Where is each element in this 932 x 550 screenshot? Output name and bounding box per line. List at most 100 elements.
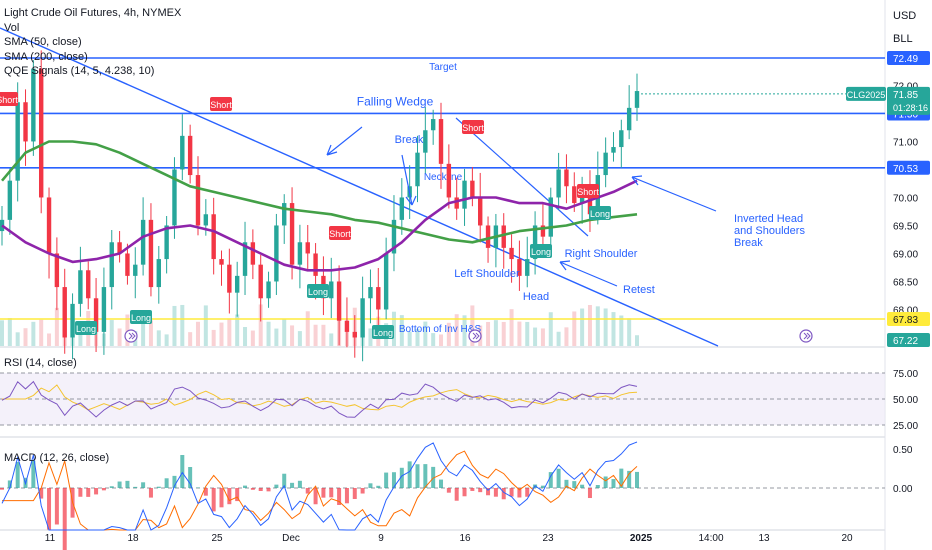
volume-bar: [250, 330, 255, 346]
legend-sma200: SMA (200, close): [4, 50, 88, 63]
qqe-signal-tag: [329, 226, 351, 240]
macd-histogram-bar: [172, 475, 177, 488]
candle-body: [626, 107, 632, 131]
macd-histogram-bar: [603, 476, 608, 488]
candle-body: [391, 219, 397, 254]
symbol-badge-label: CLG2025: [847, 90, 886, 100]
candle-body: [242, 242, 248, 276]
sma50-line: [1, 140, 638, 244]
volume-bar: [595, 306, 600, 346]
price-badge: [887, 312, 930, 326]
qqe-signal-label: Short: [462, 123, 484, 133]
macd-label: MACD (12, 26, close): [4, 452, 110, 464]
macd-histogram-bar: [305, 488, 310, 494]
candle-body: [219, 259, 224, 265]
qqe-signal-tag: [530, 244, 552, 258]
level-label-bottom: Bottom of Inv H&S: [399, 324, 482, 335]
macd-tick: 0.50: [893, 445, 913, 456]
qqe-signal-tag: [0, 92, 18, 106]
volume-bar: [415, 328, 420, 346]
candle-body: [556, 169, 561, 198]
candle-body: [78, 270, 83, 304]
macd-histogram-bar: [117, 481, 122, 488]
candle-body: [446, 163, 452, 198]
wedge-lower-trendline: [455, 117, 589, 237]
symbol-badge: [846, 86, 886, 101]
chart-title: Light Crude Oil Futures, 4h, NYMEX: [4, 7, 182, 19]
macd-histogram-bar: [635, 471, 639, 488]
candle-body: [572, 186, 577, 204]
macd-histogram-bar: [188, 467, 193, 488]
candle-body: [383, 253, 389, 310]
volume-bar: [297, 331, 302, 346]
qqe-signal-label: Short: [329, 229, 351, 239]
candle-body: [305, 242, 310, 254]
candle-body: [156, 259, 161, 288]
qqe-signal-label: Long: [131, 313, 151, 323]
macd-histogram-bar: [501, 488, 506, 500]
candle-body: [62, 287, 67, 338]
volume-bar: [211, 329, 216, 346]
macd-histogram-bar: [352, 488, 357, 499]
volume-bar: [587, 305, 592, 346]
qqe-signal-tag: [462, 120, 484, 134]
candle-body: [234, 275, 240, 293]
current-price-label: 71.85: [893, 90, 918, 101]
candle-body: [564, 169, 569, 187]
volume-bar: [627, 318, 632, 346]
candle-body: [548, 197, 553, 237]
volume-bar: [329, 333, 334, 346]
volume-bar: [611, 312, 616, 346]
annotation: Head: [523, 291, 549, 303]
volume-bar: [148, 320, 153, 346]
macd-histogram-bar: [164, 478, 169, 488]
volume-bar: [572, 311, 577, 346]
volume-bar: [462, 315, 467, 346]
price-badge-label: 67.22: [893, 336, 918, 347]
level-label-wedge: Falling Wedge: [357, 94, 434, 108]
arrow-break-icon: [401, 154, 417, 206]
price-tick: 68.00: [893, 305, 918, 316]
volume-bar: [540, 328, 545, 346]
qqe-signal-tag: [210, 97, 232, 111]
macd-histogram-bar: [180, 455, 185, 488]
candle-body: [289, 203, 295, 265]
time-tick: 11: [45, 533, 56, 544]
candle-body: [203, 214, 209, 226]
candle-body: [438, 119, 444, 164]
time-tick: 16: [459, 533, 471, 544]
candle-body: [470, 180, 475, 198]
currency-sub[interactable]: BLL: [893, 33, 913, 45]
candle-body: [297, 242, 303, 265]
qqe-signal-label: Long: [531, 247, 551, 257]
candle-body: [195, 175, 201, 226]
macd-histogram-bar: [266, 488, 271, 492]
event-marker-icon: [799, 329, 813, 343]
annotation: Retest: [623, 284, 655, 296]
currency-unit[interactable]: USD: [893, 10, 917, 22]
macd-histogram-bar: [78, 488, 83, 497]
macd-histogram-bar: [235, 488, 240, 502]
legend-sma50: SMA (50, close): [4, 36, 82, 48]
volume-bar: [258, 304, 263, 346]
annotation: Break: [395, 134, 424, 146]
volume-bar: [164, 334, 169, 346]
candle-body: [399, 197, 405, 220]
candle-body: [101, 287, 107, 332]
time-tick: 25: [211, 533, 223, 544]
candle-body: [211, 214, 216, 260]
candle-body: [430, 119, 436, 131]
candle-body: [46, 197, 52, 254]
macd-histogram-bar: [454, 488, 459, 501]
volume-bar: [501, 321, 506, 346]
candle-body: [619, 130, 624, 148]
volume-bar: [203, 305, 208, 346]
candle-body: [329, 281, 334, 299]
volume-bar: [399, 315, 404, 346]
macd-histogram-bar: [148, 488, 153, 498]
event-marker-chevron-icon: [803, 332, 811, 340]
macd-histogram-bar: [431, 466, 436, 488]
qqe-signal-label: Short: [0, 95, 18, 105]
time-tick: 14:00: [698, 533, 723, 544]
